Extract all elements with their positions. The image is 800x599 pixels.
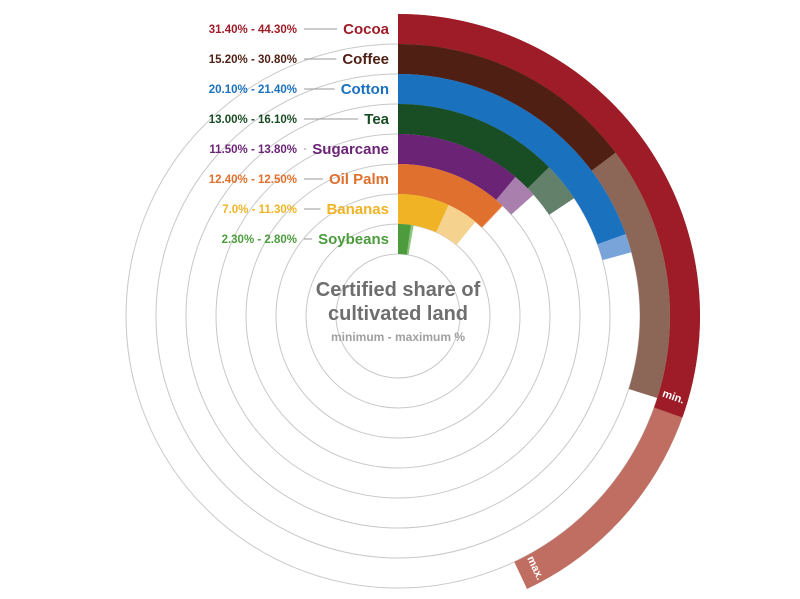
series-name-soybeans: Soybeans xyxy=(318,231,389,248)
series-name-coffee: Coffee xyxy=(342,51,389,68)
range-label-oil-palm: 12.40% - 12.50% xyxy=(209,174,297,186)
range-label-sugarcane: 11.50% - 13.80% xyxy=(209,144,297,156)
bar-min-bananas xyxy=(398,194,449,233)
range-label-soybeans: 2.30% - 2.80% xyxy=(222,234,297,246)
data-bars xyxy=(398,14,700,590)
bar-min-cocoa xyxy=(398,14,700,418)
bar-min-sugarcane xyxy=(398,134,516,200)
series-name-oil-palm: Oil Palm xyxy=(329,171,389,188)
series-labels: 31.40% - 44.30% Cocoa 15.20% - 30.80% Coffe… xyxy=(209,21,390,248)
series-name-cotton: Cotton xyxy=(341,81,389,98)
bar-min-coffee xyxy=(398,44,616,171)
range-label-coffee: 15.20% - 30.80% xyxy=(209,54,297,66)
bar-min-oil-palm xyxy=(398,164,503,228)
bar-min-tea xyxy=(398,104,549,189)
chart-subtitle: minimum - maximum % xyxy=(331,330,465,344)
series-name-tea: Tea xyxy=(364,111,389,128)
range-label-bananas: 7.0% - 11.30% xyxy=(222,204,297,216)
series-name-bananas: Bananas xyxy=(326,201,389,218)
chart-title-line-2: cultivated land xyxy=(328,303,468,325)
series-name-cocoa: Cocoa xyxy=(343,21,390,38)
series-name-sugarcane: Sugarcane xyxy=(312,141,389,158)
range-label-tea: 13.00% - 16.10% xyxy=(209,114,297,126)
range-label-cocoa: 31.40% - 44.30% xyxy=(209,24,297,36)
bar-min-soybeans xyxy=(398,224,411,255)
bar-min-cotton xyxy=(398,74,626,245)
range-label-cotton: 20.10% - 21.40% xyxy=(209,84,297,96)
center-text: Certified share of cultivated land minim… xyxy=(316,279,481,344)
chart-title-line-1: Certified share of xyxy=(316,279,481,301)
